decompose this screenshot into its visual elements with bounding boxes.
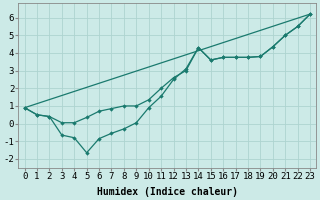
Point [245, 56, 251, 59]
Point [146, 106, 151, 109]
Point [22, 106, 27, 109]
Point [196, 46, 201, 49]
Point [295, 25, 300, 28]
Point [258, 55, 263, 58]
Point [109, 132, 114, 135]
Point [72, 121, 77, 124]
Point [97, 110, 102, 113]
Point [84, 116, 89, 119]
Point [35, 113, 40, 116]
Point [35, 113, 40, 116]
Point [270, 45, 276, 48]
Point [308, 12, 313, 16]
Point [208, 58, 213, 62]
Point [159, 95, 164, 98]
Point [134, 104, 139, 108]
Point [221, 56, 226, 59]
Point [183, 69, 188, 72]
Point [233, 56, 238, 59]
Point [109, 107, 114, 110]
Point [171, 78, 176, 81]
Point [196, 46, 201, 49]
Point [121, 104, 126, 108]
Point [183, 67, 188, 70]
Point [270, 45, 276, 48]
Point [308, 12, 313, 16]
Point [47, 115, 52, 118]
Point [22, 106, 27, 109]
Point [146, 98, 151, 101]
X-axis label: Humidex (Indice chaleur): Humidex (Indice chaleur) [97, 186, 238, 197]
Point [72, 136, 77, 139]
Point [84, 151, 89, 154]
Point [171, 76, 176, 79]
Point [245, 56, 251, 59]
Point [159, 87, 164, 90]
Point [208, 58, 213, 62]
Point [47, 115, 52, 118]
Point [59, 133, 64, 137]
Point [59, 121, 64, 124]
Point [258, 55, 263, 58]
Point [97, 137, 102, 140]
Point [121, 127, 126, 131]
Point [283, 34, 288, 37]
Point [233, 56, 238, 59]
Point [221, 56, 226, 59]
Point [295, 25, 300, 28]
Point [134, 121, 139, 124]
Point [283, 34, 288, 37]
